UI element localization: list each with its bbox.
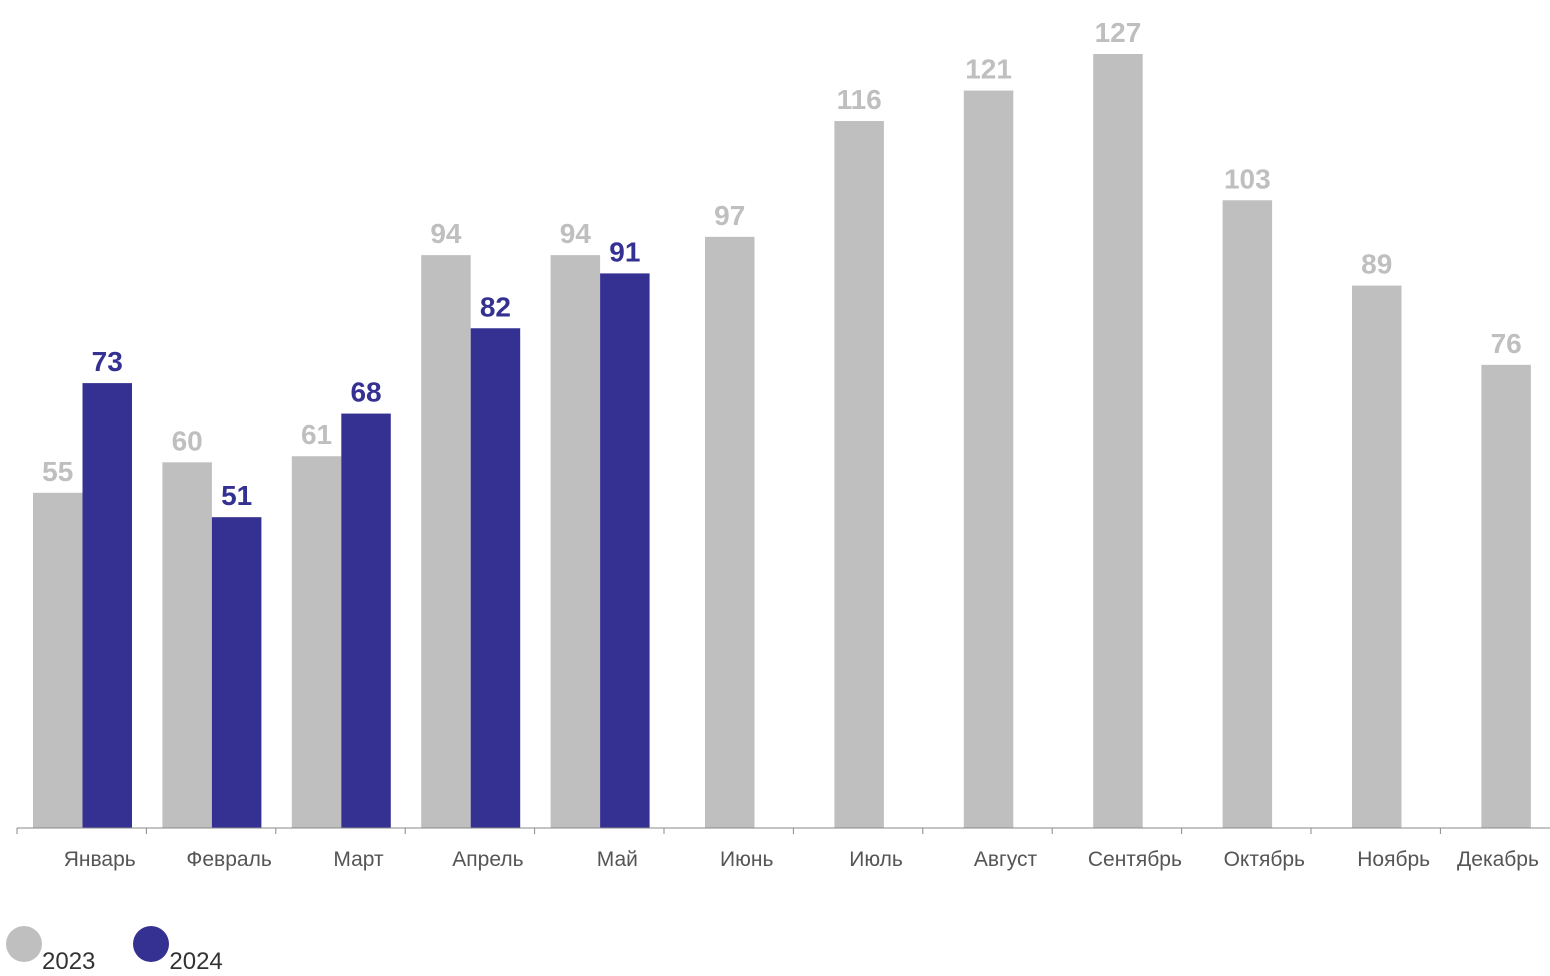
bar-2023-9 — [1093, 54, 1143, 828]
value-label-2024-2: 51 — [221, 480, 252, 511]
x-label-11: Ноябрь — [1357, 848, 1430, 871]
bar-2023-8 — [963, 90, 1014, 828]
bar-2023-11 — [1352, 285, 1402, 828]
value-label-2023-2: 60 — [172, 425, 203, 456]
bar-2024-2 — [211, 517, 262, 828]
legend-item-2024: 2024 — [133, 926, 223, 975]
x-label-1: Январь — [64, 848, 136, 871]
value-label-2023-4: 94 — [430, 218, 462, 249]
bar-2023-7 — [834, 121, 884, 828]
value-label-2023-10: 103 — [1224, 163, 1271, 194]
legend-label-2023: 2023 — [42, 948, 96, 975]
bar-chart: 55 73 60 51 61 68 94 82 94 91 97 116 121 127 103 89 76 Я… — [16, 17, 1550, 871]
bars-group — [33, 54, 1531, 829]
bar-2023-4 — [421, 255, 471, 828]
value-label-2023-1: 55 — [42, 456, 73, 487]
value-label-2023-11: 89 — [1361, 249, 1392, 280]
x-label-9: Сентябрь — [1088, 848, 1182, 871]
value-label-2024-3: 68 — [350, 377, 381, 408]
bar-2024-5 — [600, 273, 650, 828]
x-label-4: Апрель — [452, 848, 523, 871]
legend-swatch-2024 — [133, 926, 170, 962]
x-label-8: Август — [974, 848, 1038, 871]
value-label-2023-7: 116 — [837, 84, 882, 115]
legend-item-2023: 2023 — [6, 926, 95, 975]
x-axis-ticks — [16, 828, 1441, 834]
bar-2023-10 — [1222, 200, 1273, 829]
value-label-2024-1: 73 — [92, 346, 123, 377]
value-label-2024-5: 91 — [609, 236, 640, 267]
bar-2023-1 — [33, 492, 83, 828]
value-label-2023-3: 61 — [301, 419, 332, 450]
x-label-7: Июль — [849, 848, 903, 871]
value-label-2023-5: 94 — [560, 218, 592, 249]
value-label-2023-9: 127 — [1095, 17, 1142, 48]
bar-2024-3 — [341, 413, 391, 828]
legend-label-2024: 2024 — [169, 948, 223, 975]
bar-2023-12 — [1481, 364, 1531, 828]
value-label-2024-4: 82 — [480, 291, 511, 322]
x-label-3: Март — [333, 848, 384, 871]
value-labels-group: 55 73 60 51 61 68 94 82 94 91 97 116 121 127 103 89 76 — [42, 17, 1522, 511]
value-label-2023-6: 97 — [714, 200, 745, 231]
x-axis-labels: Январь Февраль Март Апрель Май Июнь Июль Август… — [64, 848, 1539, 871]
x-label-10: Октябрь — [1224, 848, 1305, 871]
bar-2023-3 — [291, 456, 342, 828]
value-label-2023-8: 121 — [965, 54, 1012, 85]
value-label-2023-12: 76 — [1491, 328, 1522, 359]
bar-2024-4 — [470, 328, 521, 828]
x-label-12: Декабрь — [1457, 848, 1539, 871]
bar-2023-6 — [705, 236, 755, 828]
bar-2023-2 — [162, 462, 212, 828]
legend-swatch-2023 — [6, 926, 42, 962]
x-label-2: Февраль — [186, 848, 271, 871]
bar-2024-1 — [82, 383, 132, 828]
bar-2023-5 — [550, 255, 601, 828]
x-label-5: Май — [597, 848, 638, 871]
legend: 2023 2024 — [6, 926, 261, 975]
x-label-6: Июнь — [720, 848, 773, 871]
